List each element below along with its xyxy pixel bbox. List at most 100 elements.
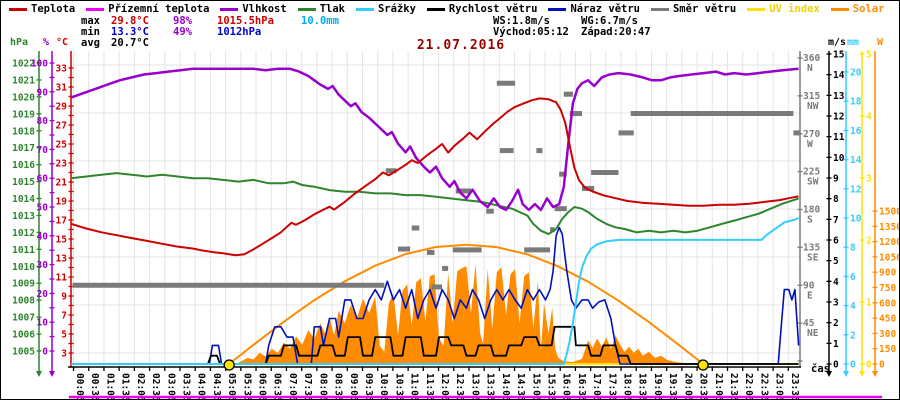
svg-text:1: 1 — [866, 298, 872, 309]
svg-text:15:05: 15:05 — [530, 373, 541, 399]
stat-value: 13.3°C — [111, 26, 149, 38]
x-axis-title: čas — [811, 363, 830, 375]
wind-sun-row: WS:1.8m/s WG:6.7m/s — [493, 16, 669, 27]
axis-solar: 0 150 300 450 600 750 900 1050 1200 1350 1500 W — [872, 37, 899, 377]
svg-text:9: 9 — [61, 292, 67, 303]
svg-text:3: 3 — [866, 174, 872, 185]
svg-text:80: 80 — [37, 116, 49, 127]
legend-label: Srážky — [377, 3, 416, 15]
series-temperature — [70, 97, 799, 257]
svg-text:05:05: 05:05 — [226, 373, 237, 399]
stats-avg-row: avg 20.7°C — [81, 38, 357, 49]
svg-text:NE: NE — [807, 328, 819, 339]
svg-text:20: 20 — [37, 289, 49, 300]
svg-text:135: 135 — [803, 242, 820, 253]
svg-text:300: 300 — [879, 329, 896, 340]
svg-text:00:35: 00:35 — [89, 373, 100, 399]
legend-swatch — [86, 7, 105, 11]
stat-value: 1015.5hPa — [217, 15, 274, 27]
svg-text:1012: 1012 — [12, 228, 35, 239]
svg-text:1200: 1200 — [879, 237, 899, 248]
svg-text:360: 360 — [803, 53, 820, 64]
svg-text:12: 12 — [850, 184, 861, 195]
svg-text:05:35: 05:35 — [241, 373, 252, 399]
wind-sun-value: WS:1.8m/s — [493, 15, 550, 27]
svg-text:09:05: 09:05 — [348, 373, 359, 399]
svg-text:7: 7 — [61, 311, 67, 322]
wind-sun-value: WG:6.7m/s — [581, 15, 638, 27]
legend-label: Přízemní teplota — [108, 3, 210, 15]
svg-text:21:05: 21:05 — [713, 373, 724, 399]
svg-text:10: 10 — [850, 214, 862, 225]
stat-value: 49% — [173, 26, 192, 38]
svg-text:S: S — [807, 215, 813, 226]
legend-item-p-zemn-teplota: Přízemní teplota — [86, 3, 209, 15]
svg-text:14:05: 14:05 — [500, 373, 511, 399]
series-solar-theoretical — [228, 243, 704, 365]
legend-item-sm-r-v-tru: Směr větru — [650, 3, 737, 15]
svg-text:23:35: 23:35 — [789, 373, 800, 399]
svg-text:11: 11 — [56, 273, 68, 284]
svg-text:50: 50 — [37, 203, 49, 214]
svg-text:23:05: 23:05 — [774, 373, 785, 399]
svg-text:7: 7 — [833, 215, 839, 226]
svg-text:22:35: 22:35 — [758, 373, 769, 399]
svg-text:19: 19 — [56, 197, 68, 208]
svg-text:02:05: 02:05 — [135, 373, 146, 399]
gridlines — [71, 51, 800, 367]
legend-item-tlak: Tlak — [297, 3, 345, 15]
svg-text:4: 4 — [850, 301, 856, 312]
svg-text:11:35: 11:35 — [424, 373, 435, 399]
chart-legend: Teplota Přízemní teplota Vlhkost Tlak Srážky… — [9, 3, 897, 15]
series-solar-actual — [235, 264, 704, 364]
svg-text:1008: 1008 — [12, 296, 35, 307]
sunrise-marker — [223, 359, 235, 371]
svg-text:20:35: 20:35 — [698, 373, 709, 399]
svg-text:33: 33 — [56, 64, 68, 75]
legend-label: UV index — [769, 3, 820, 15]
svg-text:15: 15 — [833, 50, 845, 61]
svg-text:06:35: 06:35 — [272, 373, 283, 399]
svg-text:450: 450 — [879, 314, 896, 325]
series-rain — [71, 217, 799, 365]
svg-text:08:05: 08:05 — [317, 373, 328, 399]
svg-text:180: 180 — [803, 205, 820, 216]
svg-text:17:35: 17:35 — [606, 373, 617, 399]
svg-text:90: 90 — [803, 280, 815, 291]
svg-text:10:35: 10:35 — [393, 373, 404, 399]
svg-text:mm: mm — [847, 37, 859, 48]
svg-text:17: 17 — [56, 216, 67, 227]
svg-text:2: 2 — [866, 236, 872, 247]
legend-label: Tlak — [319, 3, 345, 15]
svg-text:10:05: 10:05 — [378, 373, 389, 399]
svg-text:°C: °C — [56, 37, 68, 48]
svg-text:0: 0 — [850, 360, 856, 371]
svg-text:01:35: 01:35 — [120, 373, 131, 399]
svg-text:06:05: 06:05 — [257, 373, 268, 399]
legend-item-n-raz-v-tru: Náraz větru — [548, 3, 640, 15]
legend-swatch — [9, 7, 27, 11]
svg-text:90: 90 — [37, 87, 49, 98]
svg-text:%: % — [43, 37, 49, 48]
svg-text:6: 6 — [833, 236, 839, 247]
legend-label: Směr větru — [672, 3, 737, 15]
svg-text:22:05: 22:05 — [743, 373, 754, 399]
svg-text:4: 4 — [866, 112, 872, 123]
svg-text:1022: 1022 — [12, 59, 35, 70]
stat-value: avg — [81, 37, 100, 49]
svg-text:1017: 1017 — [12, 143, 35, 154]
svg-text:W: W — [807, 139, 813, 150]
svg-text:5: 5 — [866, 50, 872, 61]
legend-swatch — [650, 7, 669, 11]
svg-text:1500: 1500 — [879, 207, 899, 218]
svg-text:1: 1 — [833, 339, 839, 350]
svg-text:1019: 1019 — [12, 109, 35, 120]
svg-text:0: 0 — [833, 360, 839, 371]
legend-swatch — [220, 7, 239, 11]
legend-swatch — [548, 7, 567, 11]
svg-text:14: 14 — [850, 155, 862, 166]
axis-pressure: 1005 1006 1007 1008 1009 1010 1011 1012 1013 1014… — [10, 37, 42, 377]
svg-text:900: 900 — [879, 268, 896, 279]
